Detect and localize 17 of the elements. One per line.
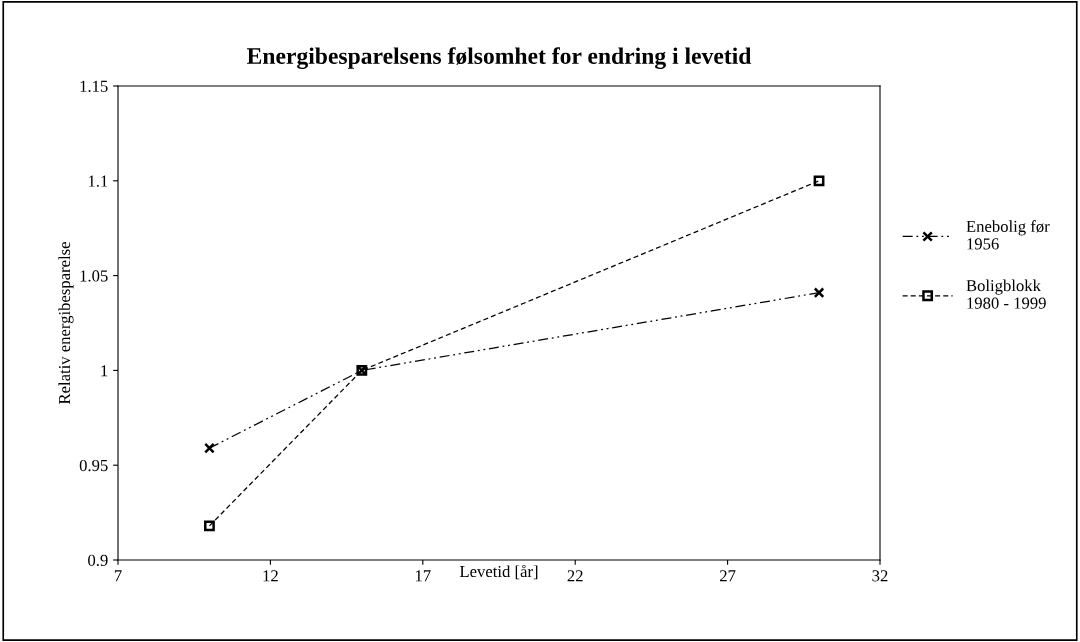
x-tick-label: 12 xyxy=(263,570,278,582)
x-tick-label: 7 xyxy=(114,570,122,582)
y-axis-title: Relativ energibesparelse xyxy=(58,242,74,405)
y-tick-label: 1 xyxy=(101,365,108,377)
y-tick-label: 1.05 xyxy=(80,270,108,282)
x-tick-label: 27 xyxy=(720,570,736,582)
x-axis-title: Levetid [år] xyxy=(459,564,538,580)
y-tick-label: 1.1 xyxy=(88,175,108,187)
chart-title: Energibesparelsens følsomhet for endring i levetid xyxy=(247,47,752,69)
legend-label: Enebolig før 1956 xyxy=(966,220,1050,250)
legend-label: Boligblokk 1980 - 1999 xyxy=(966,279,1046,309)
x-tick-label: 32 xyxy=(872,570,888,582)
y-tick-label: 1.15 xyxy=(80,80,108,93)
x-tick-label: 17 xyxy=(415,570,431,582)
y-tick-label: 0.95 xyxy=(79,459,108,472)
x-tick-label: 22 xyxy=(567,570,583,582)
y-tick-label: 0.9 xyxy=(88,554,108,567)
